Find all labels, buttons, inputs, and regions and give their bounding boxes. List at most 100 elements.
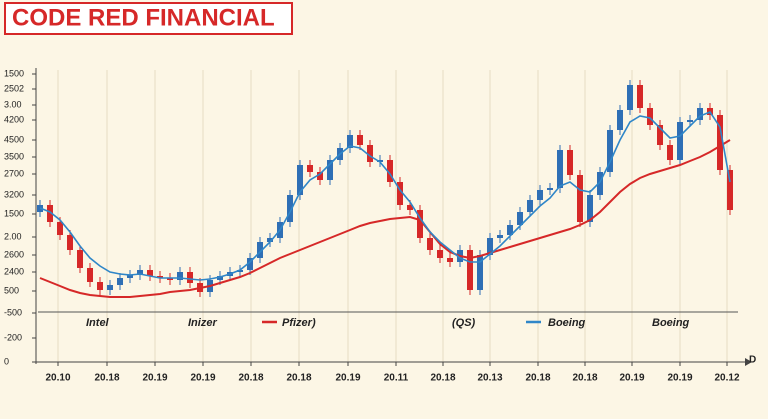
candle-body: [97, 282, 103, 290]
candle-body: [667, 145, 673, 160]
y-tick-label: 3200: [4, 189, 24, 199]
y-tick-label: 1500: [4, 68, 24, 78]
y-tick-label: 0: [4, 356, 9, 366]
candle-body: [597, 172, 603, 195]
x-tick-label: 20.13: [477, 373, 502, 384]
annotation: Boeing: [652, 317, 690, 329]
candle-body: [527, 200, 533, 212]
candle-body: [67, 235, 73, 250]
candle-body: [577, 175, 583, 222]
candle-body: [287, 195, 293, 222]
candle-body: [687, 120, 693, 122]
candle-body: [317, 172, 323, 180]
y-tick-label: 2.00: [4, 231, 22, 241]
candle-body: [547, 188, 553, 190]
candle-body: [77, 250, 83, 268]
candle-body: [517, 212, 523, 225]
x-tick-label: 20.18: [572, 373, 597, 384]
candle-body: [377, 160, 383, 162]
candle-body: [367, 145, 373, 162]
x-tick-label: 20.19: [619, 373, 644, 384]
candle-body: [447, 258, 453, 262]
candle-body: [137, 270, 143, 275]
title-box: [4, 2, 293, 35]
y-tick-label: -500: [4, 307, 22, 317]
candle-body: [557, 150, 563, 188]
y-tick-label: 3500: [4, 151, 24, 161]
x-tick-label: 20.11: [384, 373, 409, 384]
y-tick-label: -200: [4, 332, 22, 342]
y-tick-label: 3.00: [4, 99, 22, 109]
candle-body: [617, 110, 623, 130]
candle-body: [47, 205, 53, 222]
candle-body: [347, 135, 353, 148]
candle-body: [387, 160, 393, 182]
x-tick-label: 20.18: [430, 373, 455, 384]
y-tick-label: 500: [4, 285, 19, 295]
candle-body: [507, 225, 513, 235]
candle-body: [487, 238, 493, 255]
candle-body: [427, 238, 433, 250]
candle-body: [607, 130, 613, 172]
x-axis-end-label: D: [749, 355, 756, 366]
y-tick-label: 2502: [4, 83, 24, 93]
candle-body: [397, 182, 403, 205]
x-tick-label: 20.18: [525, 373, 550, 384]
candle-body: [537, 190, 543, 200]
candle-body: [567, 150, 573, 175]
candle-body: [267, 238, 273, 242]
candle-body: [477, 255, 483, 290]
x-tick-label: 20.18: [94, 373, 119, 384]
candle-body: [417, 210, 423, 238]
candle-body: [357, 135, 363, 145]
x-tick-label: 20.18: [286, 373, 311, 384]
y-tick-label: 2400: [4, 266, 24, 276]
candle-body: [217, 276, 223, 280]
candle-body: [647, 108, 653, 125]
candle-body: [637, 85, 643, 108]
y-tick-label: 2600: [4, 249, 24, 259]
candle-body: [107, 285, 113, 290]
candle-body: [627, 85, 633, 110]
candle-body: [157, 276, 163, 278]
candle-body: [127, 275, 133, 278]
candle-body: [187, 272, 193, 283]
x-tick-label: 20.19: [190, 373, 215, 384]
candle-body: [257, 242, 263, 258]
candle-body: [327, 160, 333, 180]
x-tick-label: 20.19: [142, 373, 167, 384]
y-tick-label: 4500: [4, 134, 24, 144]
candle-body: [587, 195, 593, 222]
candle-body: [717, 115, 723, 170]
candle-body: [497, 235, 503, 238]
y-tick-label: 1500: [4, 208, 24, 218]
legend-label: Boeing: [548, 317, 586, 329]
candle-body: [307, 165, 313, 172]
candle-body: [697, 108, 703, 120]
candle-body: [677, 122, 683, 160]
x-tick-label: 20.19: [667, 373, 692, 384]
candle-body: [167, 278, 173, 280]
candle-body: [247, 258, 253, 270]
line-series: [39, 139, 731, 298]
annotation: Intel: [86, 317, 110, 329]
candle-body: [117, 278, 123, 285]
candle-body: [147, 270, 153, 276]
candle-body: [727, 170, 733, 210]
candle-body: [57, 222, 63, 235]
y-tick-label: 2700: [4, 168, 24, 178]
x-tick-label: 20.18: [238, 373, 263, 384]
candle-body: [407, 205, 413, 210]
candle-body: [297, 165, 303, 195]
candle-body: [177, 272, 183, 280]
line-series: [39, 111, 731, 281]
x-tick-label: 20.12: [714, 373, 739, 384]
candle-body: [467, 250, 473, 290]
y-tick-label: 4200: [4, 114, 24, 124]
candle-body: [657, 125, 663, 145]
annotation: (QS): [452, 317, 476, 329]
candle-body: [437, 250, 443, 258]
candle-body: [237, 270, 243, 272]
